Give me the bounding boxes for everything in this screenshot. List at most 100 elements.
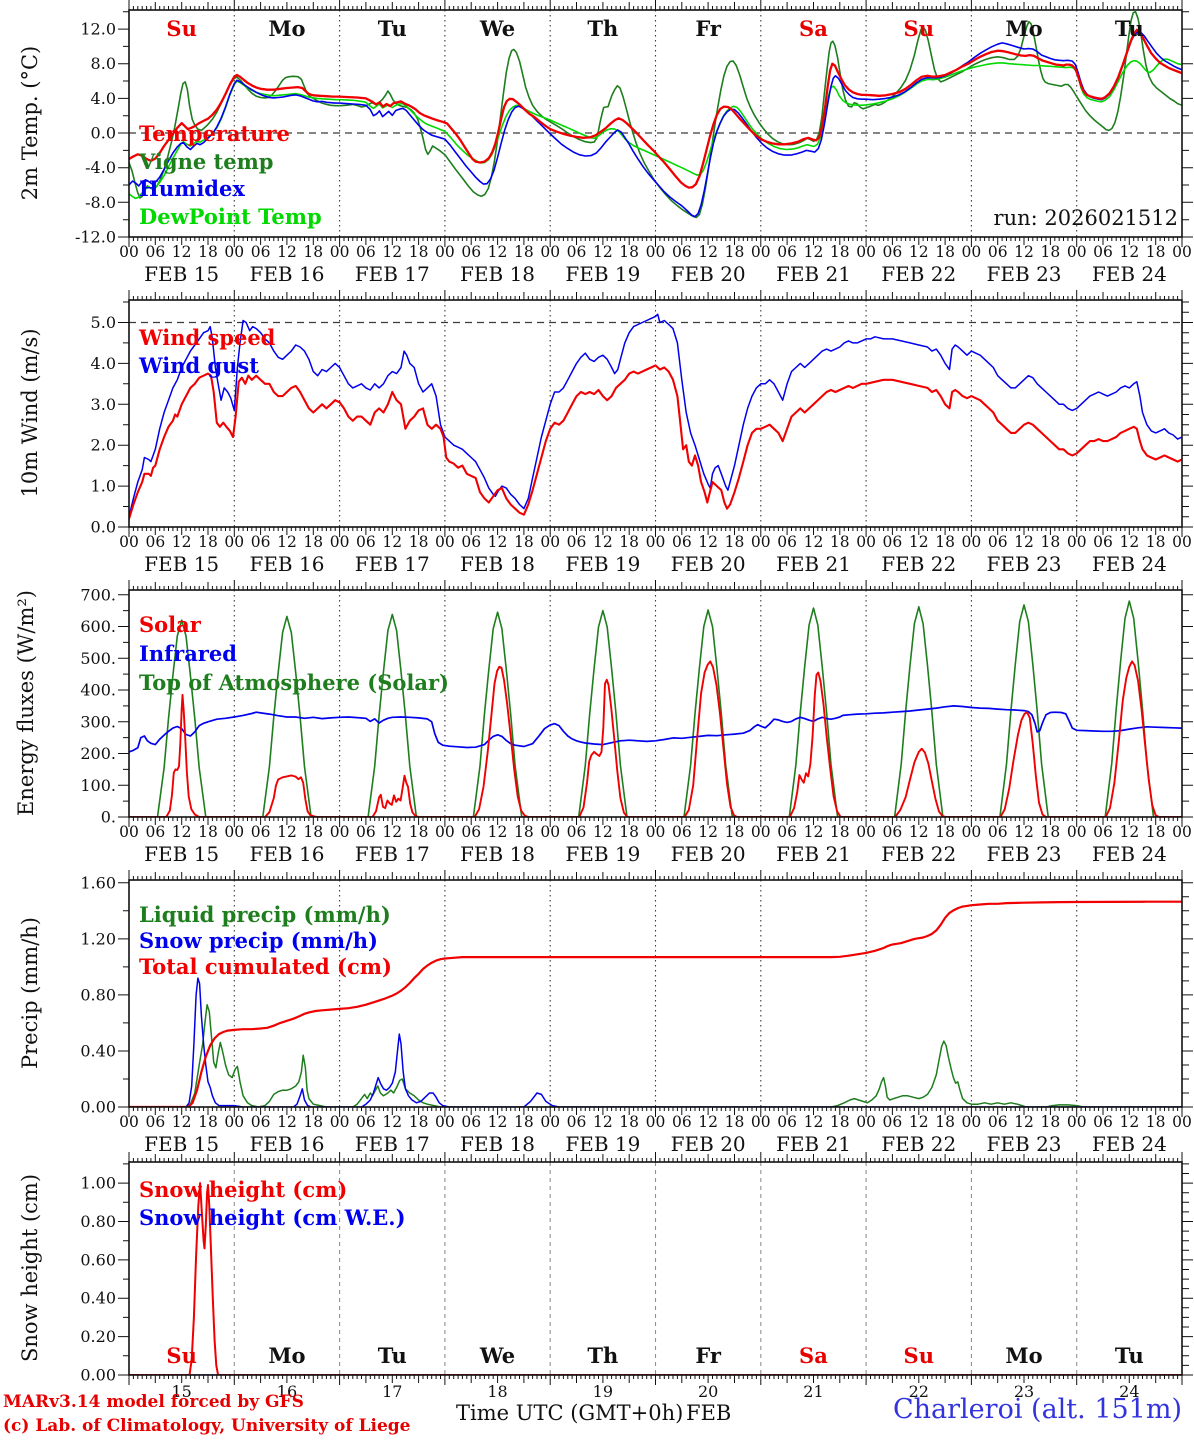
panel-temperature: 12.0 8.0 4.0 0.0 -4.0 -8.0 -12.0 Temperature Vig… [75,0,1193,286]
legend-precip-2: Total cumulated (cm) [139,954,392,979]
day-number: 17 [382,1382,402,1401]
hour-label: 06 [988,243,1008,261]
series-total-cumulated [129,900,1182,1107]
hour-tick-comb [128,290,1183,537]
hour-label: 18 [198,533,218,551]
hour-label: 12 [277,533,297,551]
hour-label: 12 [698,1113,718,1131]
hour-label: 00 [1172,823,1192,841]
hour-label: 12 [1119,823,1139,841]
hour-label: 12 [172,533,192,551]
hour-label: 06 [1093,243,1113,261]
month-label: FEB [686,1401,732,1425]
legend-energy-fluxes-2: Top of Atmosphere (Solar) [139,670,449,695]
y-tick-label: 700. [80,585,116,604]
day-name: Mo [268,1343,305,1368]
day-name: We [479,16,515,41]
hour-label: 18 [725,1113,745,1131]
series-temperature [129,28,1182,189]
hour-label: 12 [698,823,718,841]
date-label: FEB 15 [144,552,219,576]
hour-label: 18 [409,823,429,841]
hour-label: 00 [646,243,666,261]
legend-snow-height-0: Snow height (cm) [139,1177,347,1202]
hour-label: 12 [277,823,297,841]
panel-frame [128,879,1183,1108]
hour-label: 12 [277,1113,297,1131]
hour-label: 06 [567,243,587,261]
hour-label: 18 [514,243,534,261]
hour-label: 18 [514,533,534,551]
hour-label: 18 [198,243,218,261]
date-label: FEB 18 [460,1132,535,1156]
series-humidex [129,30,1182,218]
hour-label: 00 [330,1113,350,1131]
date-label: FEB 20 [671,1132,746,1156]
day-number: 20 [698,1382,718,1401]
legend-energy-fluxes-1: Infrared [139,641,237,666]
day-name: Su [904,1343,934,1368]
hour-label: 18 [1041,1113,1061,1131]
hour-label: 00 [751,533,771,551]
hour-label: 12 [382,1113,402,1131]
hour-label: 18 [935,823,955,841]
panel-energy-fluxes: 700. 600. 500. 400. 300. 200. 100. 0. Solar Infra… [80,580,1193,866]
hour-label: 18 [619,243,639,261]
hour-label: 12 [172,823,192,841]
hour-label: 06 [883,533,903,551]
date-label: FEB 21 [776,842,851,866]
day-name: We [479,1343,515,1368]
hour-label: 18 [514,1113,534,1131]
day-number: 24 [1119,1382,1139,1401]
y-tick-label: 1.60 [80,873,116,892]
y-tick-label: 0.00 [80,1098,116,1117]
hour-label: 00 [435,243,455,261]
hour-label: 06 [461,243,481,261]
series-wind-gust [129,313,1182,518]
hour-label: 12 [488,1113,508,1131]
hour-label: 12 [804,1113,824,1131]
hour-label: 12 [488,823,508,841]
hour-label: 00 [962,243,982,261]
hour-label: 00 [435,823,455,841]
hour-label: 12 [698,533,718,551]
date-label: FEB 15 [144,1132,219,1156]
hour-tick-comb [128,1152,1183,1385]
hour-label: 00 [646,1113,666,1131]
series-liquid-precip [129,1003,1182,1107]
legend-snow-height-1: Snow height (cm W.E.) [139,1205,406,1230]
date-label: FEB 17 [355,842,430,866]
date-label: FEB 24 [1092,1132,1167,1156]
y-axis-title-temperature: 2m Temp. (°C) [18,45,42,201]
hour-label: 06 [356,533,376,551]
hour-label: 18 [1041,533,1061,551]
hour-label: 00 [540,243,560,261]
day-name: Su [166,1343,196,1368]
hour-tick-comb [128,870,1183,1117]
y-tick-label: 0.0 [91,518,116,537]
hour-label: 06 [988,1113,1008,1131]
hour-label: 12 [1119,243,1139,261]
y-tick-label: 0.20 [80,1327,116,1346]
day-name: Mo [1005,16,1042,41]
hour-label: 12 [1014,1113,1034,1131]
panel-frame [128,1161,1183,1376]
hour-label: 06 [461,823,481,841]
hour-label: 00 [646,823,666,841]
day-name: Su [166,16,196,41]
hour-label: 12 [804,533,824,551]
hour-label: 18 [830,533,850,551]
date-label: FEB 16 [249,1132,324,1156]
y-axis-title-snow: Snow height (cm) [18,1173,42,1363]
date-label: FEB 17 [355,552,430,576]
panel-snow-height: 1.00 0.80 0.60 0.40 0.20 0.00 Snow height (cm)… [80,1152,1193,1401]
day-name: Th [587,1343,618,1368]
hour-label: 12 [1014,243,1034,261]
y-tick-marks [118,1163,1193,1376]
date-label: FEB 18 [460,842,535,866]
date-label: FEB 21 [776,1132,851,1156]
hour-label: 00 [1067,1113,1087,1131]
y-tick-marks [118,11,1193,238]
day-number: 23 [1014,1382,1034,1401]
